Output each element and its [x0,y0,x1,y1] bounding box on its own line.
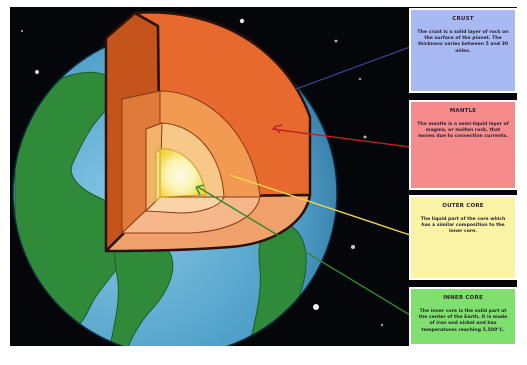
crust-pointer-line [295,46,411,90]
pointer-lines [195,46,411,316]
inner-core-layer [159,148,207,198]
star-icon [35,70,39,74]
stars [20,18,384,327]
crust-label-box: CRUST The crust is a solid layer of rock… [409,8,517,93]
mantle-arrowhead [273,124,283,134]
star-icon [351,245,355,249]
star-icon [334,39,338,43]
earth-layers-diagram: CRUST The crust is a solid layer of rock… [10,7,517,346]
outer-core-description: The liquid part of the core which has a … [420,217,506,235]
earth-cutaway-illustration [12,11,411,346]
inner-core-layer-left [155,147,161,203]
mantle-pointer-line [271,128,411,148]
outer-core-title: OUTER CORE [442,203,484,209]
mantle-description: The mantle is a semi-liquid layer of mag… [417,122,509,140]
inner-core-description: The inner core is the solid part at the … [418,309,508,333]
star-icon [239,18,245,24]
star-icon [363,135,367,139]
outer-core-layer-bottom [144,196,225,214]
crust-description: The crust is a solid layer of rock on th… [417,30,509,54]
star-icon [380,323,384,327]
mantle-label-box: MANTLE The mantle is a semi-liquid layer… [409,100,517,190]
inner-core-pointer-line [197,186,411,316]
outer-core-label-box: OUTER CORE The liquid part of the core w… [409,195,517,280]
layer-rings [120,90,261,235]
inner-core-label-box: INNER CORE The inner core is the solid p… [409,287,517,346]
inner-core-arrowhead [195,184,205,196]
outer-core-pointer-line [229,174,411,236]
crust-title: CRUST [452,16,474,22]
star-icon [358,77,362,81]
inner-core-title: INNER CORE [443,295,483,301]
star-icon [313,304,319,310]
star-icon [20,29,24,33]
mantle-title: MANTLE [449,108,477,114]
